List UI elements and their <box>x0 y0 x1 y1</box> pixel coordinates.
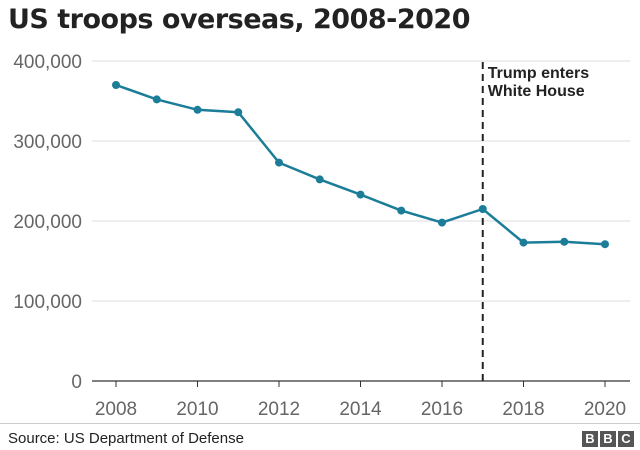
x-tick-label: 2016 <box>421 399 463 420</box>
y-tick-label: 0 <box>71 372 82 393</box>
x-tick-label: 2018 <box>502 399 544 420</box>
data-point <box>193 105 202 114</box>
annotation-label: Trump enters <box>488 65 589 82</box>
data-point <box>438 218 446 227</box>
data-point <box>234 108 243 117</box>
x-tick-label: 2012 <box>258 399 300 420</box>
x-tick-label: 2010 <box>176 399 218 420</box>
data-point <box>152 95 161 104</box>
y-tick-label: 100,000 <box>13 292 82 313</box>
x-tick-label: 2008 <box>95 399 137 420</box>
data-point <box>356 190 365 199</box>
x-tick-label: 2014 <box>339 399 382 420</box>
annotation-label: White House <box>488 83 585 100</box>
y-tick-label: 200,000 <box>13 212 82 233</box>
data-point <box>519 238 528 247</box>
data-point <box>397 206 406 215</box>
data-point <box>560 237 569 246</box>
data-point <box>601 240 609 249</box>
y-tick-label: 300,000 <box>13 132 82 153</box>
chart-title: US troops overseas, 2008-2020 <box>8 4 471 35</box>
y-tick-label: 400,000 <box>13 52 82 73</box>
data-point <box>478 205 487 213</box>
data-point <box>275 158 283 167</box>
series-line <box>115 83 606 246</box>
data-point <box>315 175 324 184</box>
data-point <box>112 81 120 89</box>
source-note: Source: US Department of Defense <box>8 430 244 447</box>
x-tick-label: 2020 <box>584 399 626 420</box>
footer-divider <box>0 423 640 424</box>
